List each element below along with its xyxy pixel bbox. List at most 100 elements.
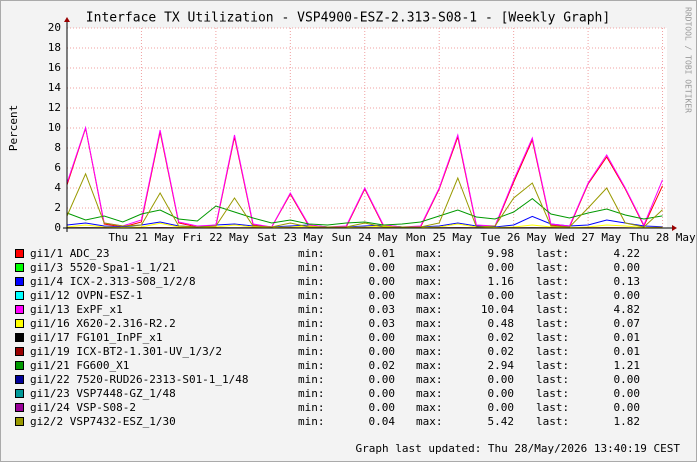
x-tick-label: Sat 23 May bbox=[257, 231, 324, 244]
stat-value: 0.00 bbox=[614, 387, 641, 400]
stat-value: 0.48 bbox=[488, 317, 515, 330]
stat-label: max: bbox=[416, 345, 443, 358]
x-tick-label: Mon 25 May bbox=[406, 231, 473, 244]
stat-value: 0.04 bbox=[369, 415, 396, 428]
x-tick-label: Thu 21 May bbox=[108, 231, 175, 244]
y-axis-label: Percent bbox=[7, 105, 20, 151]
y-tick-label: 6 bbox=[54, 161, 61, 174]
legend-swatch bbox=[15, 389, 24, 398]
legend-label: gi1/23 VSP7448-GZ_1/48 bbox=[30, 387, 176, 400]
stat-value: 1.21 bbox=[614, 359, 641, 372]
stat-value: 0.00 bbox=[488, 261, 515, 274]
stat-label: min: bbox=[298, 303, 325, 316]
stat-label: max: bbox=[416, 261, 443, 274]
stat-label: last: bbox=[536, 387, 569, 400]
stat-value: 0.00 bbox=[369, 387, 396, 400]
stat-label: last: bbox=[536, 303, 569, 316]
legend-label: gi1/3 5520-Spa1-1_1/21 bbox=[30, 261, 176, 274]
stat-label: max: bbox=[416, 275, 443, 288]
stat-label: max: bbox=[416, 359, 443, 372]
stat-label: min: bbox=[298, 275, 325, 288]
legend-label: gi1/22 7520-RUD26-2313-S01-1_1/48 bbox=[30, 373, 249, 386]
stat-label: last: bbox=[536, 289, 569, 302]
stat-label: max: bbox=[416, 387, 443, 400]
legend-label: gi1/17 FG101_InPF_x1 bbox=[30, 331, 162, 344]
stat-value: 0.02 bbox=[488, 345, 515, 358]
stat-label: max: bbox=[416, 373, 443, 386]
y-tick-label: 14 bbox=[48, 81, 62, 94]
y-tick-label: 12 bbox=[48, 101, 61, 114]
stat-value: 0.00 bbox=[369, 401, 396, 414]
stat-label: last: bbox=[536, 401, 569, 414]
stat-label: last: bbox=[536, 261, 569, 274]
y-tick-label: 10 bbox=[48, 121, 61, 134]
stat-value: 0.00 bbox=[614, 373, 641, 386]
stat-label: last: bbox=[536, 317, 569, 330]
stat-value: 1.16 bbox=[488, 275, 515, 288]
y-tick-label: 2 bbox=[54, 201, 61, 214]
x-tick-label: Tue 26 May bbox=[481, 231, 548, 244]
y-tick-label: 0 bbox=[54, 221, 61, 234]
legend-swatch bbox=[15, 361, 24, 370]
stat-value: 1.82 bbox=[614, 415, 641, 428]
x-tick-label: Thu 28 May bbox=[629, 231, 696, 244]
legend: gi1/1 ADC_23 min: 0.01 max: 9.98 last: 4.22 gi1… bbox=[15, 247, 641, 428]
stat-label: max: bbox=[416, 415, 443, 428]
series-line bbox=[66, 222, 663, 229]
stat-value: 0.00 bbox=[369, 261, 396, 274]
stat-value: 0.01 bbox=[369, 247, 396, 260]
stat-label: min: bbox=[298, 401, 325, 414]
legend-label: gi1/19 ICX-BT2-1.301-UV_1/3/2 bbox=[30, 345, 222, 358]
x-tick-label: Sun 24 May bbox=[332, 231, 399, 244]
watermark: RRDTOOL / TOBI OETIKER bbox=[684, 7, 693, 113]
legend-swatch bbox=[15, 347, 24, 356]
stat-value: 0.00 bbox=[369, 275, 396, 288]
stat-value: 5.42 bbox=[488, 415, 515, 428]
stat-value: 0.00 bbox=[369, 331, 396, 344]
stat-value: 0.03 bbox=[369, 317, 396, 330]
stat-label: last: bbox=[536, 331, 569, 344]
legend-label: gi2/2 VSP7432-ESZ_1/30 bbox=[30, 415, 176, 428]
stat-label: max: bbox=[416, 303, 443, 316]
legend-label: gi1/13 ExPF_x1 bbox=[30, 303, 123, 316]
stat-label: last: bbox=[536, 415, 569, 428]
y-tick-label: 20 bbox=[48, 21, 61, 34]
y-tick-label: 16 bbox=[48, 61, 61, 74]
stat-value: 0.00 bbox=[614, 289, 641, 302]
x-arrow bbox=[672, 225, 677, 231]
legend-label: gi1/16 X620-2.316-R2.2 bbox=[30, 317, 176, 330]
stat-label: max: bbox=[416, 289, 443, 302]
legend-swatch bbox=[15, 263, 24, 272]
legend-swatch bbox=[15, 305, 24, 314]
stat-value: 0.02 bbox=[488, 331, 515, 344]
stat-label: min: bbox=[298, 261, 325, 274]
stat-label: min: bbox=[298, 317, 325, 330]
legend-label: gi1/24 VSP-S08-2 bbox=[30, 401, 136, 414]
stat-label: min: bbox=[298, 247, 325, 260]
stat-value: 0.00 bbox=[488, 373, 515, 386]
stat-value: 0.02 bbox=[369, 359, 396, 372]
stat-label: max: bbox=[416, 331, 443, 344]
stat-label: max: bbox=[416, 317, 443, 330]
stat-label: last: bbox=[536, 373, 569, 386]
stat-label: min: bbox=[298, 387, 325, 400]
legend-label: gi1/1 ADC_23 bbox=[30, 247, 109, 260]
stat-label: last: bbox=[536, 275, 569, 288]
stat-value: 0.07 bbox=[614, 317, 641, 330]
stat-value: 0.00 bbox=[369, 289, 396, 302]
stat-value: 0.03 bbox=[369, 303, 396, 316]
legend-label: gi1/21 FG600_X1 bbox=[30, 359, 129, 372]
stat-label: max: bbox=[416, 401, 443, 414]
stat-label: max: bbox=[416, 247, 443, 260]
stat-label: min: bbox=[298, 359, 325, 372]
legend-swatch bbox=[15, 403, 24, 412]
legend-swatch bbox=[15, 291, 24, 300]
stat-label: last: bbox=[536, 359, 569, 372]
y-arrow bbox=[64, 17, 70, 22]
stat-value: 0.00 bbox=[369, 345, 396, 358]
grid bbox=[67, 27, 667, 229]
stat-label: last: bbox=[536, 345, 569, 358]
stat-value: 4.22 bbox=[614, 247, 641, 260]
series-line bbox=[66, 197, 663, 226]
